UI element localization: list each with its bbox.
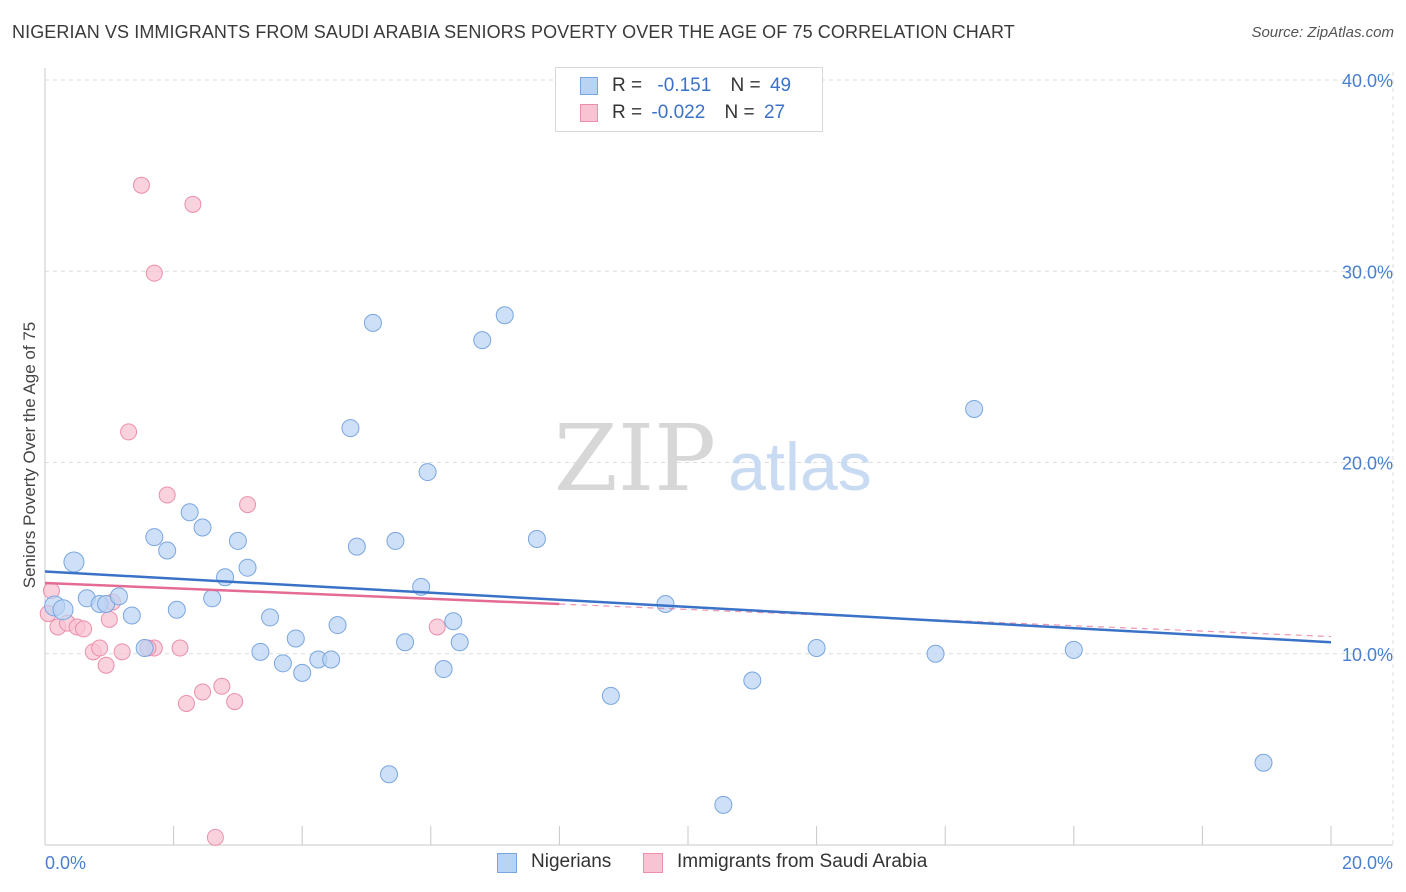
legend-n-value: 49 xyxy=(769,75,792,96)
data-point-nigerians xyxy=(193,518,212,537)
source-label: Source: ZipAtlas.com xyxy=(1251,24,1394,41)
y-tick-label: 40.0% xyxy=(1342,71,1393,91)
data-point-nigerians xyxy=(965,399,984,418)
data-point-nigerians xyxy=(135,639,154,658)
legend-n-value: 27 xyxy=(763,102,786,123)
legend-r-label: R = xyxy=(612,75,643,96)
watermark-zip: ZIP xyxy=(554,405,716,512)
data-point-nigerians xyxy=(293,663,312,682)
data-point-saudi xyxy=(428,618,446,636)
data-point-nigerians xyxy=(527,530,546,548)
data-point-nigerians xyxy=(363,313,382,332)
data-point-nigerians xyxy=(1064,640,1083,659)
legend-r-value: -0.022 xyxy=(651,102,706,123)
x-tick-label: 0.0% xyxy=(45,853,86,873)
data-point-nigerians xyxy=(158,541,177,560)
data-point-nigerians xyxy=(450,633,469,652)
data-point-nigerians xyxy=(434,660,453,679)
data-point-nigerians xyxy=(341,419,360,438)
data-point-nigerians xyxy=(63,551,85,573)
y-tick-label: 10.0% xyxy=(1342,645,1393,665)
trend-lines xyxy=(44,570,1332,644)
y-tick-label: 30.0% xyxy=(1342,262,1393,282)
data-point-nigerians xyxy=(322,650,341,669)
series-saudi-points xyxy=(39,176,446,846)
data-point-saudi xyxy=(158,486,176,504)
data-point-saudi xyxy=(171,639,189,657)
data-point-nigerians xyxy=(180,503,199,522)
data-point-saudi xyxy=(91,639,109,657)
legend-r-value: -0.151 xyxy=(657,75,712,96)
data-point-saudi xyxy=(145,264,163,282)
data-point-nigerians xyxy=(328,616,347,635)
legend-n-label: N = xyxy=(724,102,755,123)
data-point-saudi xyxy=(97,656,115,674)
legend-swatch-blue xyxy=(497,853,517,873)
data-point-nigerians xyxy=(386,531,405,550)
data-point-nigerians xyxy=(122,606,141,625)
legend-swatch-blue xyxy=(580,77,598,95)
data-point-nigerians xyxy=(714,795,733,814)
legend-r-label: R = xyxy=(612,102,643,123)
data-point-nigerians xyxy=(743,671,762,690)
legend-swatch-pink xyxy=(643,853,663,873)
data-point-saudi xyxy=(132,176,150,194)
data-point-nigerians xyxy=(418,463,437,482)
correlation-legend: R = -0.151 N = 49 R = -0.022 N = 27 xyxy=(555,67,823,132)
data-point-nigerians xyxy=(216,568,235,587)
data-point-nigerians xyxy=(238,558,257,577)
data-point-saudi xyxy=(177,694,195,712)
data-point-nigerians xyxy=(473,331,492,350)
data-point-saudi xyxy=(226,693,244,711)
data-point-nigerians xyxy=(926,644,945,663)
data-point-saudi xyxy=(194,683,212,701)
tick-labels: 10.0% 20.0% 30.0% 40.0% 0.0% 20.0% xyxy=(45,71,1393,873)
legend-item-label: Immigrants from Saudi Arabia xyxy=(677,851,928,872)
data-point-nigerians xyxy=(273,654,292,673)
data-point-saudi xyxy=(184,195,202,213)
data-point-saudi xyxy=(206,828,224,846)
series-nigerians-points xyxy=(44,306,1273,814)
data-point-nigerians xyxy=(601,686,620,705)
legend-swatch-pink xyxy=(580,104,598,122)
data-point-nigerians xyxy=(286,629,305,648)
data-point-nigerians xyxy=(1254,753,1273,772)
y-tick-label: 20.0% xyxy=(1342,454,1393,474)
watermark-atlas: atlas xyxy=(728,429,872,505)
data-point-nigerians xyxy=(444,612,463,631)
data-point-nigerians xyxy=(251,642,270,661)
data-point-nigerians xyxy=(145,528,164,547)
data-point-saudi xyxy=(100,610,118,628)
data-point-nigerians xyxy=(167,600,186,619)
data-point-nigerians xyxy=(495,306,514,325)
data-point-nigerians xyxy=(656,595,675,614)
data-point-nigerians xyxy=(807,639,826,658)
data-point-nigerians xyxy=(228,531,247,550)
data-point-nigerians xyxy=(347,537,366,556)
data-point-nigerians xyxy=(261,608,280,627)
legend-item-label: Nigerians xyxy=(531,851,612,872)
data-point-nigerians xyxy=(380,765,399,784)
trend-line-saudi xyxy=(44,581,560,606)
data-point-saudi xyxy=(213,677,231,695)
data-point-nigerians xyxy=(203,589,222,608)
grid-lines xyxy=(45,72,1395,845)
x-tick-label: 20.0% xyxy=(1342,853,1393,873)
data-point-saudi xyxy=(239,496,257,514)
chart-title: NIGERIAN VS IMMIGRANTS FROM SAUDI ARABIA… xyxy=(12,22,1015,42)
trend-line-nigerians xyxy=(44,570,1332,644)
series-legend: Nigerians Immigrants from Saudi Arabia xyxy=(0,851,1406,877)
watermark: ZIP atlas xyxy=(554,405,872,512)
legend-n-label: N = xyxy=(730,75,761,96)
data-point-saudi xyxy=(113,643,131,661)
data-point-saudi xyxy=(75,620,93,638)
data-point-nigerians xyxy=(52,599,74,621)
axes xyxy=(44,68,1393,846)
data-point-nigerians xyxy=(396,633,415,652)
data-point-nigerians xyxy=(109,587,128,606)
data-point-saudi xyxy=(120,423,138,441)
